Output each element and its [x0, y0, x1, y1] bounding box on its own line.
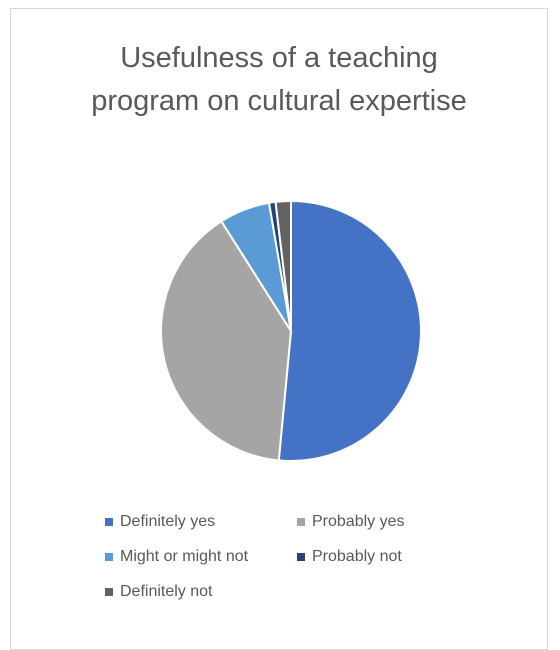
legend-item: Probably yes	[297, 504, 489, 539]
legend-swatch	[297, 517, 305, 526]
legend-item: Probably not	[297, 539, 489, 574]
pie-slice	[274, 199, 292, 332]
chart	[160, 199, 422, 462]
legend-item: Definitely not	[105, 574, 297, 609]
legend-item: Definitely yes	[105, 504, 297, 539]
legend-label: Might or might not	[120, 547, 249, 565]
chart-area: Usefulness of a teaching program on cult…	[10, 8, 548, 650]
legend-label: Definitely yes	[120, 512, 216, 530]
legend-label: Probably not	[312, 547, 402, 565]
legend: Definitely yes Probably yes Might or might…	[105, 504, 505, 609]
legend-label: Definitely not	[120, 582, 213, 600]
legend-label: Probably yes	[312, 512, 405, 530]
legend-swatch	[105, 552, 113, 561]
title-box: Usefulness of a teaching program on cult…	[11, 37, 547, 123]
chart-title: Usefulness of a teaching program on cult…	[91, 42, 467, 117]
legend-item: Might or might not	[105, 539, 297, 574]
pie-slice	[277, 199, 422, 462]
legend-swatch	[105, 587, 113, 596]
legend-swatch	[297, 552, 305, 561]
legend-swatch	[105, 517, 113, 526]
page: Usefulness of a teaching program on cult…	[10, 8, 548, 650]
